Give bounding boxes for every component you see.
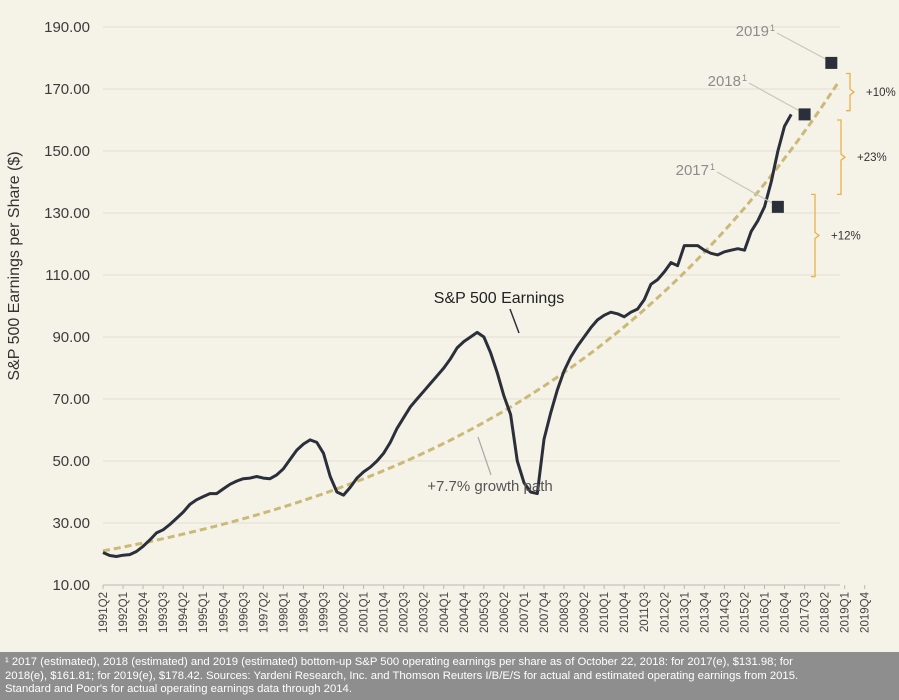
x-tick-label: 2019Q1: [840, 592, 852, 633]
y-tick-label: 170.00: [44, 81, 90, 98]
annotations: S&P 500 Earnings +7.7% growth path: [427, 290, 564, 495]
growth-brackets: +12% +23% +10%: [811, 72, 896, 278]
y-tick-label: 30.00: [52, 515, 90, 532]
marker-label-superscript: 1: [770, 23, 775, 33]
footnote-line-1: ¹ 2017 (estimated), 2018 (estimated) and…: [5, 656, 793, 668]
x-tick-label: 2019Q4: [860, 591, 872, 633]
eps-chart: 10.00 30.00 50.00 70.00 90.00 110.00 130.00 150…: [6, 19, 896, 633]
marker-leader-line: [748, 82, 799, 111]
x-tick-label: 1996Q3: [238, 592, 250, 633]
earnings-series-label: S&P 500 Earnings: [434, 290, 564, 307]
x-tick-label: 2007Q4: [539, 591, 551, 633]
y-axis-label: S&P 500 Earnings per Share ($): [6, 151, 23, 380]
series: [102, 81, 840, 558]
marker-label: 2018: [708, 73, 741, 90]
estimate-marker: [771, 200, 784, 213]
x-tick-label: 1993Q3: [158, 592, 170, 633]
y-tick-label: 150.00: [44, 143, 90, 160]
x-tick-label: 2008Q3: [559, 592, 571, 633]
x-tick-label: 1992Q4: [138, 591, 150, 633]
x-tick-label: 2013Q1: [679, 592, 691, 633]
x-tick-label: 1999Q3: [319, 592, 331, 633]
estimate-marker: [798, 108, 811, 121]
earnings-line: [102, 113, 793, 558]
x-tick-label: 2004Q4: [459, 591, 471, 633]
x-tick-label: 2016Q1: [760, 592, 772, 633]
x-tick-label: 1991Q2: [98, 592, 110, 633]
x-tick-label: 2001Q1: [359, 592, 371, 633]
y-tick-label: 50.00: [52, 453, 90, 470]
footnote-line-3: Standard and Poor's for actual operating…: [5, 683, 352, 695]
x-tick-label: 2010Q1: [599, 592, 611, 633]
x-tick-label: 1994Q2: [178, 592, 190, 633]
x-tick-label: 2014Q3: [719, 592, 731, 633]
y-tick-label: 190.00: [44, 19, 90, 36]
y-tick-label: 10.00: [52, 577, 90, 594]
x-tick-label: 2013Q4: [699, 591, 711, 633]
x-tick-label: 2004Q1: [439, 592, 451, 633]
marker-leader-line: [776, 32, 826, 60]
growth-bracket-label: +10%: [866, 87, 896, 99]
x-tick-label: 1998Q1: [278, 592, 290, 633]
x-tick-label: 2001Q4: [379, 591, 391, 633]
x-tick-labels: 1991Q2 1992Q1 1992Q4 1993Q3 1994Q2 1995Q1 1995…: [98, 591, 872, 633]
chart-svg: 10.00 30.00 50.00 70.00 90.00 110.00 130.00 150…: [6, 19, 896, 633]
growth-bracket: [811, 193, 821, 278]
x-tick-label: 2002Q3: [399, 592, 411, 633]
growth-path-label: +7.7% growth path: [427, 478, 553, 495]
marker-leader-line: [716, 171, 773, 204]
marker-label-superscript: 1: [710, 162, 715, 172]
x-tick-label: 2011Q3: [639, 592, 651, 632]
x-tick-label: 2003Q2: [419, 592, 431, 633]
x-tick-label: 1995Q1: [198, 592, 210, 633]
y-tick-label: 110.00: [45, 267, 90, 284]
y-tick-labels: 10.00 30.00 50.00 70.00 90.00 110.00 130.00 150…: [44, 19, 90, 594]
x-tick-label: 1995Q4: [218, 591, 230, 633]
x-tick-label: 2007Q1: [519, 592, 531, 633]
gridlines: [102, 26, 866, 589]
footnote: ¹ 2017 (estimated), 2018 (estimated) and…: [0, 652, 899, 700]
x-tick-label: 1992Q1: [118, 592, 130, 633]
y-tick-label: 130.00: [44, 205, 90, 222]
x-tick-label: 2010Q4: [619, 591, 631, 633]
x-tick-label: 2015Q2: [739, 592, 751, 633]
x-tick-label: 1998Q4: [298, 591, 310, 633]
y-tick-label: 70.00: [52, 391, 90, 408]
x-tick-label: 2012Q2: [659, 592, 671, 633]
x-tick-label: 2016Q4: [780, 591, 792, 633]
growth-bracket-label: +12%: [831, 230, 861, 242]
x-tick-label: 1997Q2: [258, 592, 270, 633]
growth-path-line: [102, 81, 840, 553]
x-tick-label: 2017Q3: [800, 592, 812, 633]
marker-label: 2019: [736, 23, 769, 40]
marker-label: 2017: [676, 162, 709, 179]
growth-bracket: [837, 119, 847, 196]
earnings-label-leader: [509, 308, 520, 334]
marker-label-superscript: 1: [742, 73, 747, 83]
y-tick-label: 90.00: [52, 329, 90, 346]
growth-bracket-label: +23%: [857, 152, 887, 164]
growth-bracket: [846, 72, 856, 112]
estimate-marker: [825, 56, 838, 69]
growth-label-leader: [477, 436, 492, 476]
footnote-line-2: 2018(e), $161.81; for 2019(e), $178.42. …: [5, 669, 799, 682]
x-tick-label: 2000Q2: [339, 592, 351, 633]
x-tick-label: 2018Q2: [820, 592, 832, 633]
x-tick-label: 2005Q3: [479, 592, 491, 633]
x-tick-label: 2009Q2: [579, 592, 591, 633]
x-tick-label: 2006Q2: [499, 592, 511, 633]
